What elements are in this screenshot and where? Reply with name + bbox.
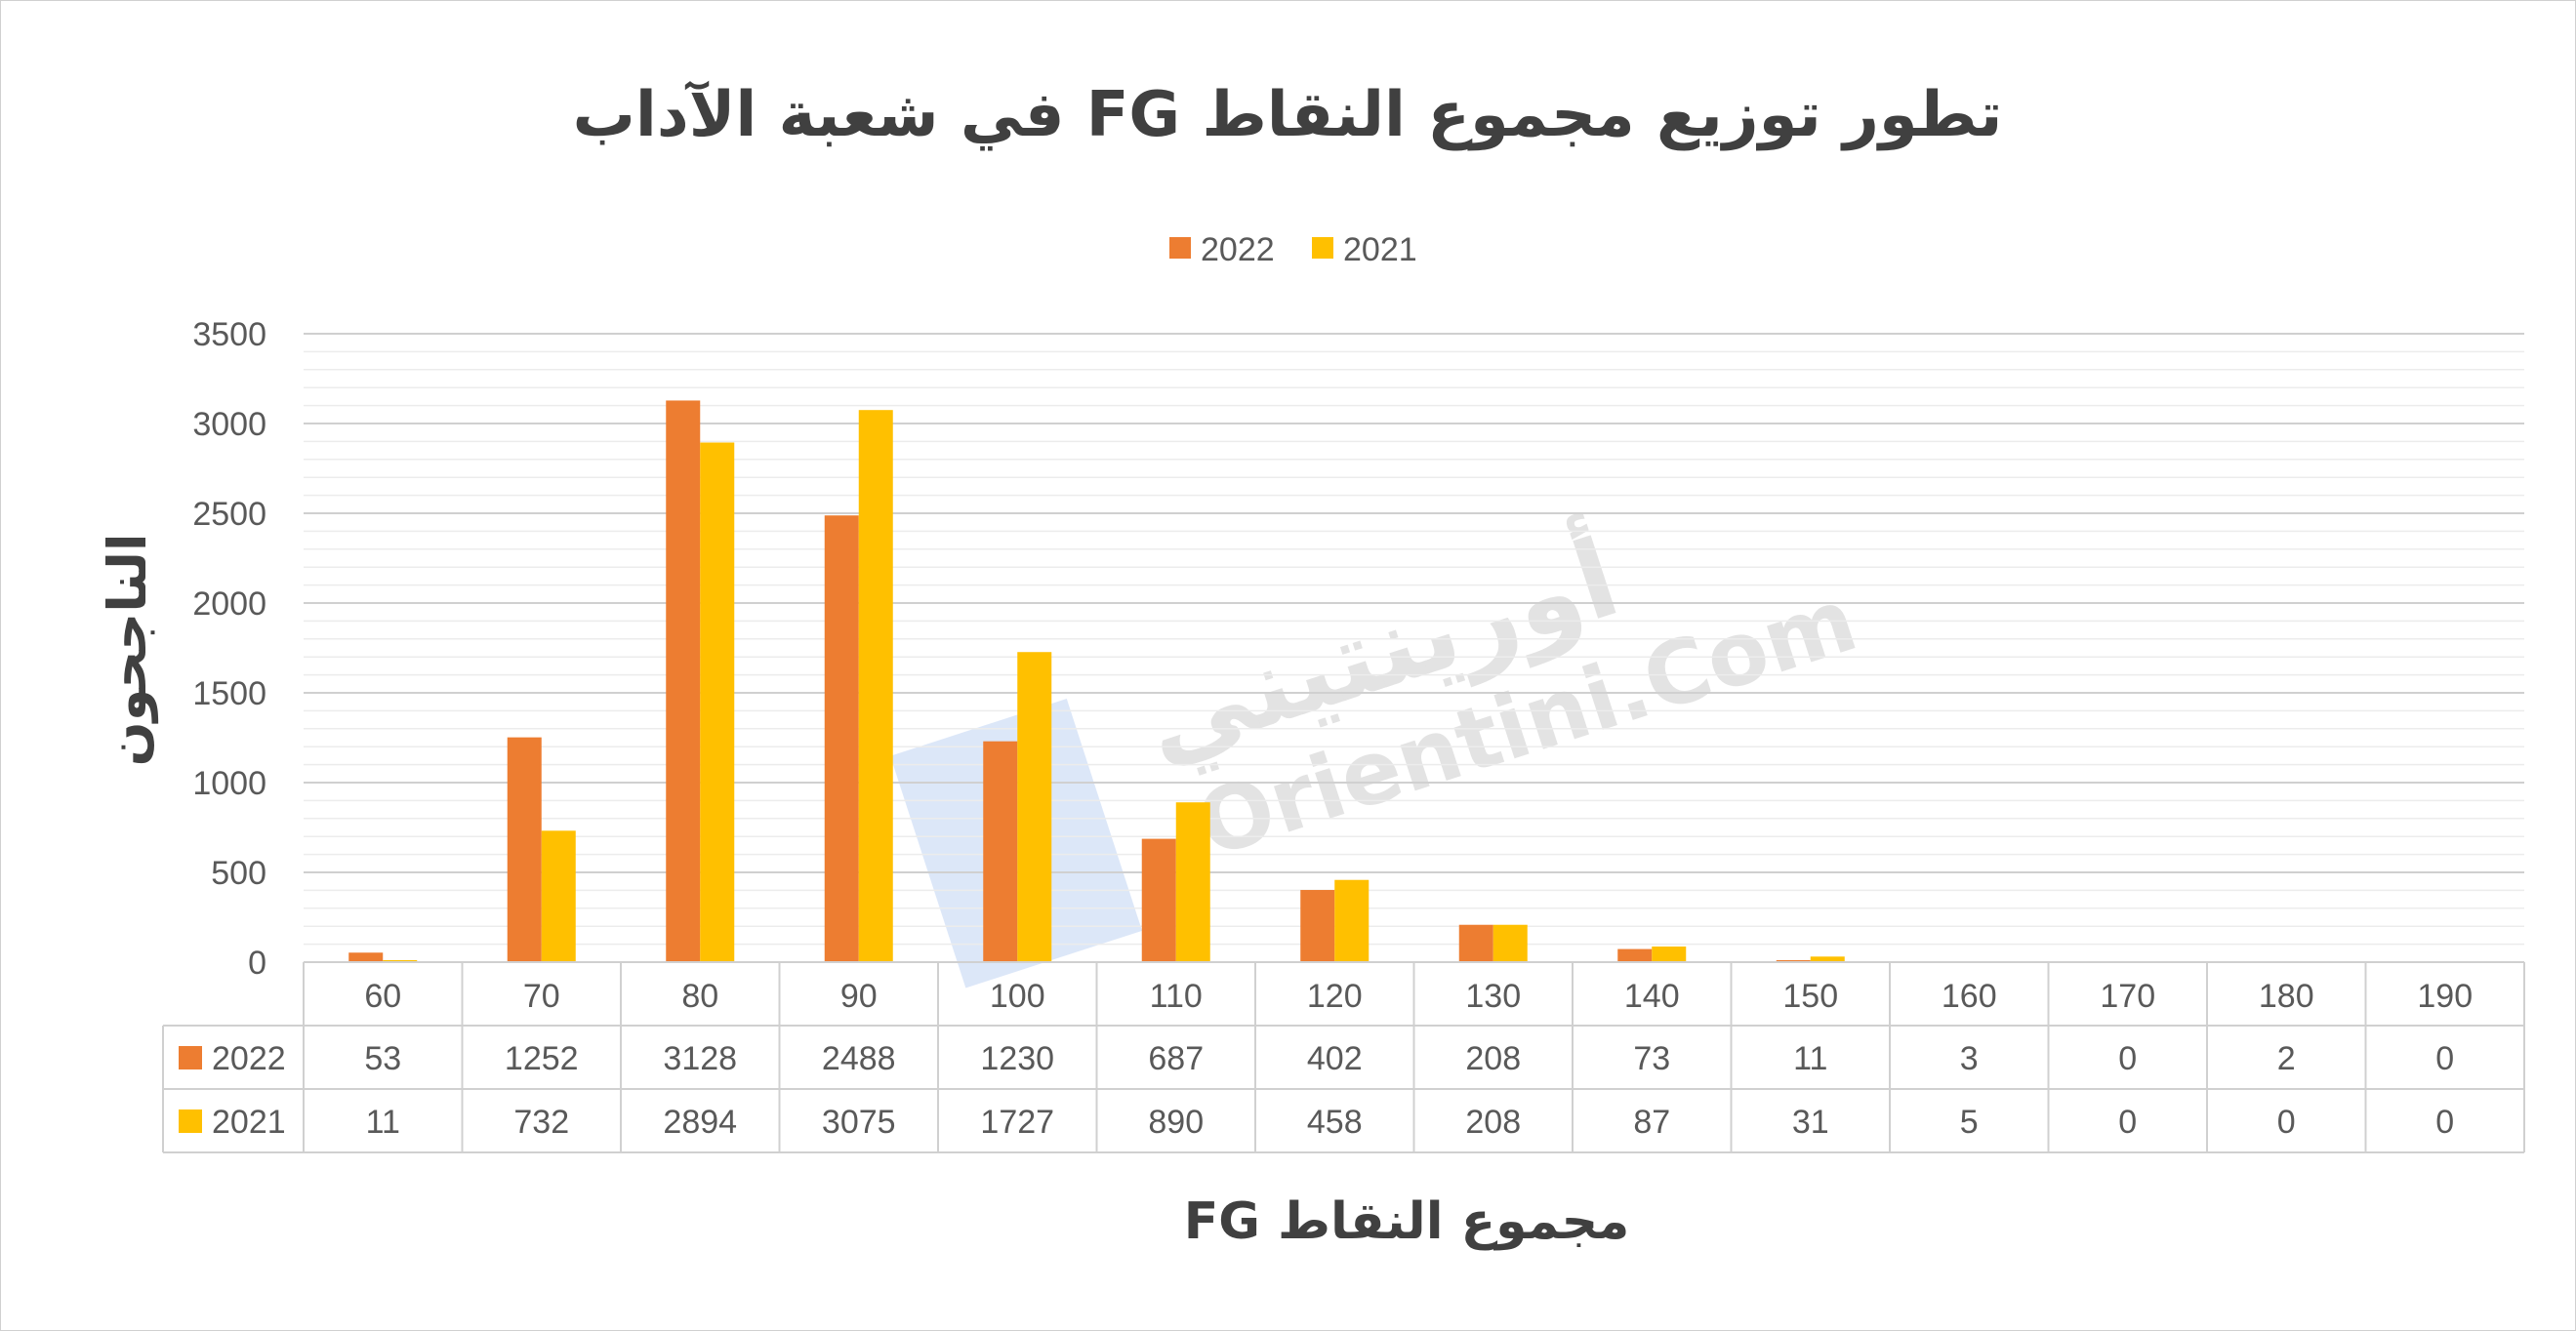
x-tick-label: 190 xyxy=(2417,978,2473,1015)
bar-2022-150 xyxy=(1776,959,1811,962)
table-cell-2021-80: 2894 xyxy=(663,1104,737,1141)
table-cell-2021-70: 732 xyxy=(513,1104,569,1141)
x-tick-label: 120 xyxy=(1307,978,1363,1015)
table-cell-2021-190: 0 xyxy=(2435,1104,2454,1141)
x-tick-label: 150 xyxy=(1782,978,1838,1015)
y-tick-label: 3000 xyxy=(192,406,266,443)
bar-2021-70 xyxy=(541,830,576,962)
table-legend-key-2022 xyxy=(179,1046,202,1069)
table-cell-2021-90: 3075 xyxy=(822,1104,896,1141)
table-cell-2022-130: 208 xyxy=(1465,1040,1521,1077)
y-tick-label: 2000 xyxy=(192,585,266,623)
table-cell-2021-60: 11 xyxy=(366,1104,400,1141)
x-tick-label: 110 xyxy=(1150,978,1203,1015)
bar-2021-80 xyxy=(700,442,735,962)
legend-label-2022: 2022 xyxy=(1201,231,1275,268)
x-tick-label: 100 xyxy=(990,978,1045,1015)
table-legend-key-2021 xyxy=(179,1109,202,1133)
table-cell-2021-100: 1727 xyxy=(980,1104,1054,1141)
table-cell-2022-140: 73 xyxy=(1633,1040,1670,1077)
bar-2022-60 xyxy=(348,952,384,962)
legend: 2022 2021 xyxy=(1169,231,1417,268)
y-axis-label: الناجحون xyxy=(97,534,158,767)
bar-2021-140 xyxy=(1652,946,1687,962)
x-tick-label: 90 xyxy=(840,978,878,1015)
bar-2021-120 xyxy=(1334,879,1370,962)
table-cell-2022-60: 53 xyxy=(364,1040,401,1077)
table-cell-2021-170: 0 xyxy=(2118,1104,2137,1141)
table-cell-2022-190: 0 xyxy=(2435,1040,2454,1077)
data-table: 60 70 80 90 100 110 120 130 140 150 160 170 180 19020… xyxy=(162,961,2525,1153)
table-cell-2022-180: 2 xyxy=(2277,1040,2296,1077)
bar-2021-100 xyxy=(1017,652,1052,962)
table-cell-2021-130: 208 xyxy=(1465,1104,1521,1141)
x-tick-label: 140 xyxy=(1624,978,1680,1015)
table-cell-2022-120: 402 xyxy=(1307,1040,1363,1077)
table-cell-2022-80: 3128 xyxy=(663,1040,737,1077)
table-cell-2021-180: 0 xyxy=(2277,1104,2296,1141)
table-series-label: 2022 xyxy=(212,1040,286,1077)
bar-2021-150 xyxy=(1810,956,1845,962)
bar-2022-110 xyxy=(1141,838,1176,962)
table-cell-2022-160: 3 xyxy=(1960,1040,1979,1077)
x-tick-label: 80 xyxy=(681,978,718,1015)
table-cell-2021-160: 5 xyxy=(1960,1104,1979,1141)
x-tick-label: 60 xyxy=(364,978,401,1015)
y-tick-label: 1500 xyxy=(192,675,266,712)
y-tick-label: 2500 xyxy=(192,496,266,533)
legend-key-2021 xyxy=(1312,237,1333,259)
chart-title: تطور توزيع مجموع النقاط FG في شعبة الآدا… xyxy=(573,79,2003,151)
bar-2022-130 xyxy=(1458,924,1493,962)
x-tick-label: 170 xyxy=(2100,978,2155,1015)
table-cell-2021-140: 87 xyxy=(1633,1104,1670,1141)
bar-2021-60 xyxy=(383,959,418,962)
table-cell-2022-170: 0 xyxy=(2118,1040,2137,1077)
x-tick-label: 130 xyxy=(1465,978,1521,1015)
bar-2022-100 xyxy=(983,741,1018,962)
table-cell-2022-150: 11 xyxy=(1793,1040,1827,1077)
gridlines xyxy=(304,333,2524,946)
table-cell-2021-120: 458 xyxy=(1307,1104,1363,1141)
legend-label-2021: 2021 xyxy=(1343,231,1417,268)
table-cell-2021-110: 890 xyxy=(1148,1104,1204,1141)
y-tick-label: 3500 xyxy=(192,316,266,353)
table-series-label: 2021 xyxy=(212,1104,286,1141)
bar-2021-130 xyxy=(1492,924,1528,962)
table-cell-2022-100: 1230 xyxy=(980,1040,1054,1077)
bar-2021-110 xyxy=(1175,802,1210,962)
y-tick-label: 0 xyxy=(248,945,266,982)
bar-2022-70 xyxy=(507,737,542,962)
legend-key-2022 xyxy=(1169,237,1191,259)
y-tick-label: 1000 xyxy=(192,765,266,802)
y-axis-ticks: 0 500 1000 1500 2000 2500 3000 3500 xyxy=(192,316,266,982)
table-cell-2022-70: 1252 xyxy=(505,1040,579,1077)
x-axis-label: مجموع النقاط FG xyxy=(1184,1192,1630,1251)
y-tick-label: 500 xyxy=(211,855,266,892)
bar-2022-120 xyxy=(1300,890,1335,962)
bar-2022-80 xyxy=(666,400,701,962)
table-cell-2021-150: 31 xyxy=(1792,1104,1829,1141)
table-cell-2022-110: 687 xyxy=(1148,1040,1204,1077)
bar-2022-140 xyxy=(1617,948,1653,962)
x-tick-label: 160 xyxy=(1942,978,1997,1015)
table-cell-2022-90: 2488 xyxy=(822,1040,896,1077)
x-tick-label: 180 xyxy=(2259,978,2314,1015)
bar-2021-90 xyxy=(858,410,893,962)
bar-2022-90 xyxy=(824,515,859,962)
bars xyxy=(348,400,2287,962)
x-tick-label: 70 xyxy=(523,978,560,1015)
